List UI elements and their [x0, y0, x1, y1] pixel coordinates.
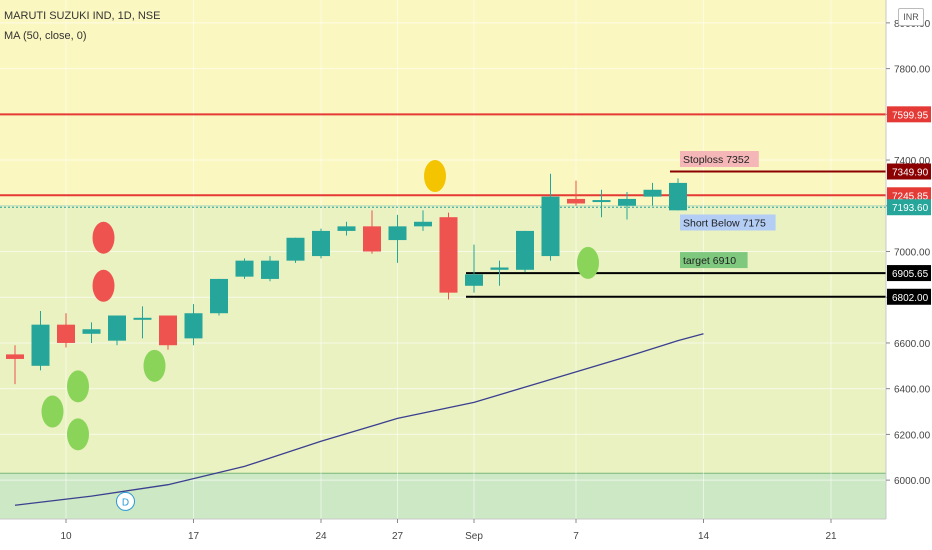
- time-tick-label: 7: [573, 531, 579, 542]
- annotations: Stoploss 7352 Short Below 7175 target 6910: [680, 151, 776, 269]
- price-level-tag: [887, 288, 931, 305]
- price-level-tag: [887, 199, 931, 216]
- event-marker-label: D: [122, 497, 129, 508]
- price-tick-label: 7800.00: [894, 65, 931, 76]
- indicator-label: MA (50, close, 0): [4, 30, 87, 42]
- price-tick-label: 6400.00: [894, 385, 931, 396]
- candles: [6, 173, 687, 385]
- moving-average: [14, 333, 704, 506]
- price-level-label: 6802.00: [892, 293, 929, 304]
- annotation-text: target 6910: [683, 255, 736, 267]
- candle-body: [363, 226, 381, 252]
- candle-body: [133, 317, 152, 320]
- marker-ellipse: [143, 349, 166, 382]
- annotation-box: [680, 252, 748, 269]
- marker-ellipse: [67, 370, 89, 403]
- annotation-box: [680, 214, 776, 231]
- candle-body: [108, 315, 126, 341]
- grid: [0, 22, 886, 481]
- chart-title: MARUTI SUZUKI IND, 1D, NSE: [4, 10, 161, 22]
- candle-body: [643, 189, 662, 197]
- price-level-tag: [887, 265, 931, 282]
- annotation-text: Short Below 7175: [683, 217, 766, 229]
- marker-ellipse: [67, 418, 89, 451]
- candle-body: [618, 198, 636, 206]
- marker-ellipse: [577, 246, 599, 279]
- candle-body: [516, 230, 534, 270]
- candle-body: [312, 230, 330, 257]
- marker-ellipse: [424, 160, 446, 193]
- price-level-label: 6905.65: [892, 269, 929, 280]
- time-tick-label: 21: [825, 531, 837, 542]
- candle-body: [159, 315, 177, 346]
- time-tick-label: 24: [315, 531, 327, 542]
- event-marker: [116, 491, 135, 511]
- candle-body: [490, 267, 509, 270]
- price-level-label: 7245.85: [892, 191, 929, 202]
- time-tick-label: Sep: [465, 531, 483, 542]
- annotation-text: Stoploss 7352: [683, 154, 750, 166]
- candle-body: [31, 324, 50, 366]
- candle-body: [57, 324, 75, 343]
- price-tick-label: 6200.00: [894, 430, 931, 441]
- candle-body: [82, 329, 101, 334]
- price-tick-label: 6000.00: [894, 476, 931, 487]
- horizontal-levels: [0, 113, 886, 298]
- price-level-label: 7349.90: [892, 167, 929, 178]
- time-tick-label: 17: [188, 531, 200, 542]
- candle-body: [414, 221, 432, 227]
- annotation-box: [680, 151, 759, 168]
- candle-body: [235, 260, 254, 277]
- price-tick-label: 6600.00: [894, 339, 931, 350]
- time-axis: [0, 519, 886, 550]
- marker-ellipse: [41, 395, 64, 428]
- price-tick-label: 7000.00: [894, 247, 931, 258]
- price-level-label: 7599.95: [892, 110, 929, 121]
- candle-body: [6, 354, 24, 359]
- price-level-label: 7193.60: [892, 203, 929, 214]
- candle-body: [261, 260, 279, 279]
- zone-2: [0, 473, 886, 519]
- marker-ellipse: [92, 269, 115, 302]
- candle-body: [337, 226, 356, 231]
- price-level-tag: [887, 163, 931, 180]
- candle-body: [465, 274, 483, 286]
- time-tick-label: 14: [698, 531, 710, 542]
- price-tick-label: 7400.00: [894, 156, 931, 167]
- candle-body: [184, 313, 203, 339]
- price-level-tag: [887, 106, 931, 123]
- candle-body: [669, 182, 687, 211]
- marker-ellipse: [92, 221, 115, 254]
- candle-body: [541, 196, 560, 257]
- candle-body: [210, 278, 228, 314]
- ma-line: [14, 333, 704, 506]
- candle-body: [286, 237, 305, 261]
- candle-body: [388, 226, 407, 241]
- time-tick-label: 10: [60, 531, 72, 542]
- time-tick-label: 27: [392, 531, 404, 542]
- currency-badge[interactable]: INR: [898, 8, 924, 26]
- candle-body: [439, 217, 458, 293]
- markers: D: [41, 160, 599, 511]
- candle-body: [592, 200, 611, 203]
- candle-body: [567, 198, 585, 204]
